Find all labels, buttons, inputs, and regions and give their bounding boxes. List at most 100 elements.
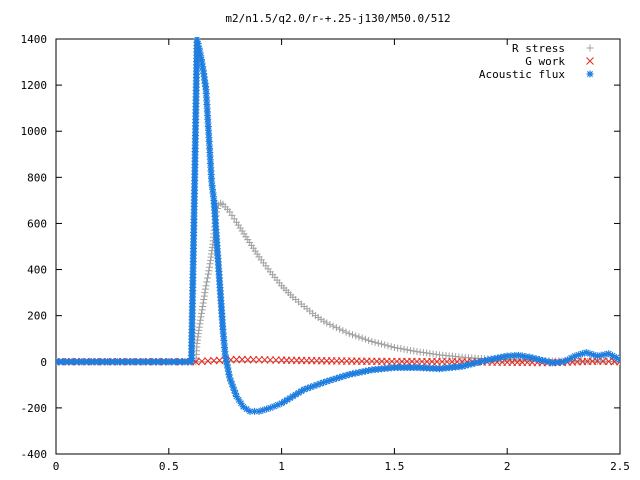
data-point <box>222 354 230 362</box>
data-point <box>266 356 275 364</box>
data-point <box>339 372 347 380</box>
data-point <box>237 399 245 407</box>
data-point <box>199 302 207 310</box>
data-point <box>545 358 553 366</box>
legend-label: Acoustic flux <box>479 68 565 81</box>
data-point <box>381 341 389 349</box>
data-point <box>310 382 318 390</box>
data-point <box>560 358 568 366</box>
data-point <box>207 167 215 175</box>
data-point <box>601 350 609 358</box>
data-point <box>204 270 212 278</box>
data-point <box>358 368 366 376</box>
data-point <box>477 357 485 365</box>
data-point <box>563 356 571 364</box>
data-point <box>342 371 350 379</box>
data-point <box>260 355 269 364</box>
data-point <box>206 145 214 153</box>
data-point <box>207 171 215 179</box>
data-point <box>571 352 579 360</box>
y-tick-label: 800 <box>27 171 47 184</box>
x-tick-label: 2 <box>504 460 511 473</box>
y-tick-label: -200 <box>21 402 48 415</box>
x-tick-label: 0.5 <box>159 460 179 473</box>
data-point <box>339 327 347 335</box>
data-point <box>313 381 321 389</box>
legend-symbol <box>586 57 594 65</box>
data-point <box>326 321 334 329</box>
x-tick-label: 1 <box>278 460 285 473</box>
data-point <box>221 351 229 359</box>
data-point <box>336 325 344 333</box>
data-point <box>586 350 594 358</box>
y-tick-label: 0 <box>40 356 47 369</box>
data-point <box>200 296 208 304</box>
data-point <box>255 407 263 415</box>
data-point <box>239 403 247 411</box>
data-point <box>608 352 616 360</box>
data-point <box>204 123 212 131</box>
data-point <box>203 104 211 112</box>
data-point <box>481 357 489 365</box>
data-point <box>220 336 228 344</box>
data-point <box>597 351 605 359</box>
data-point <box>232 392 240 400</box>
data-point <box>361 367 369 375</box>
data-point <box>522 353 530 361</box>
data-point <box>266 404 274 412</box>
data-point <box>552 359 560 367</box>
y-tick-label: 400 <box>27 264 47 277</box>
series-r-stress <box>56 199 620 366</box>
data-point <box>194 40 202 48</box>
y-tick-label: 1200 <box>21 79 48 92</box>
data-point <box>604 357 613 366</box>
data-point <box>259 406 267 414</box>
data-point <box>230 386 238 394</box>
data-point <box>345 330 353 338</box>
data-point <box>297 387 305 395</box>
data-point <box>374 339 382 347</box>
data-point <box>578 350 586 358</box>
data-point <box>500 353 508 361</box>
data-point <box>342 328 350 336</box>
data-point <box>249 355 258 364</box>
data-point <box>199 299 207 307</box>
data-point <box>203 97 211 105</box>
data-point <box>278 399 286 407</box>
data-point <box>246 407 254 415</box>
data-point <box>205 267 213 275</box>
data-point <box>196 48 204 56</box>
data-point <box>461 362 469 370</box>
data-point <box>514 351 522 359</box>
data-point <box>497 353 505 361</box>
data-point <box>197 313 205 321</box>
data-point <box>599 357 607 366</box>
data-point <box>378 340 386 348</box>
data-point <box>272 356 280 364</box>
data-point <box>202 93 210 101</box>
data-point <box>548 359 556 367</box>
data-point <box>518 352 526 360</box>
data-point <box>198 357 206 366</box>
data-point <box>209 185 217 193</box>
data-point <box>329 322 337 330</box>
data-point <box>209 189 217 197</box>
data-point <box>384 342 392 350</box>
data-point <box>220 333 228 341</box>
data-point <box>198 306 206 314</box>
data-point <box>397 345 405 353</box>
data-point <box>208 182 216 190</box>
data-point <box>243 405 251 413</box>
data-point <box>270 402 278 410</box>
data-point <box>195 323 203 331</box>
data-point <box>590 351 598 359</box>
data-point <box>326 376 334 384</box>
chart-title: m2/n1.5/q2.0/r-+.25-j130/M50.0/512 <box>225 12 450 25</box>
data-point <box>263 405 271 413</box>
data-point <box>319 379 327 387</box>
data-point <box>289 392 297 400</box>
legend-symbol <box>586 44 594 52</box>
data-point <box>229 383 237 391</box>
data-point <box>316 380 324 388</box>
